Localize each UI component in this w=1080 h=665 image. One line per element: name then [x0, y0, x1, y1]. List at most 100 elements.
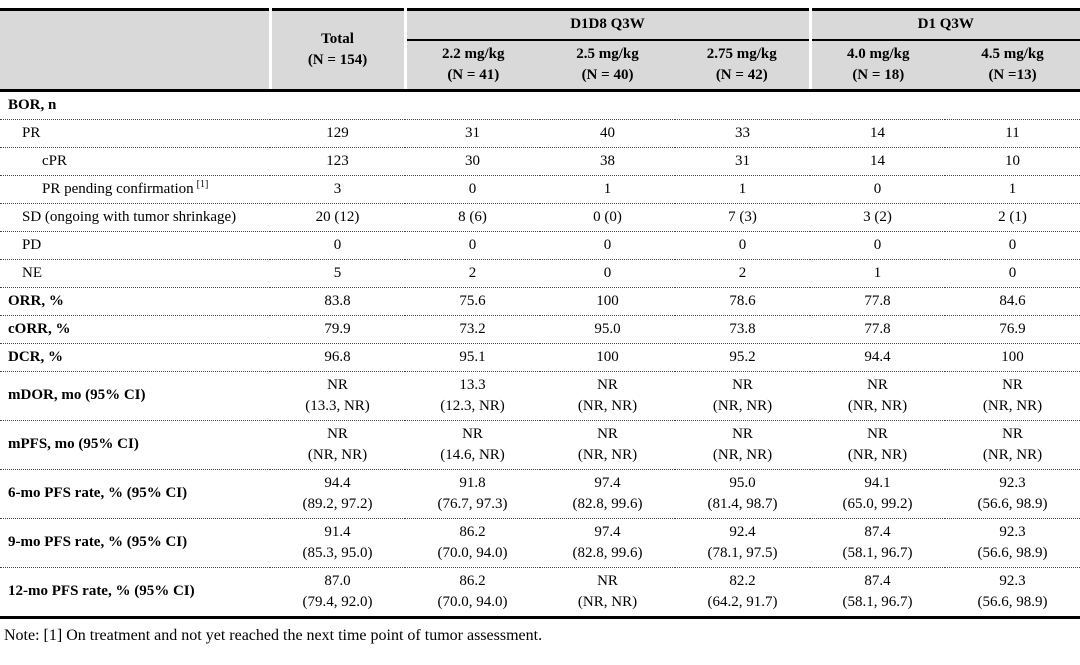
table-row: cPR 123 30 38 31 14 10: [0, 147, 1080, 176]
cell-value: 2: [675, 259, 810, 288]
cell-value: 76.9: [945, 315, 1080, 344]
cell-value: 84.6: [945, 287, 1080, 316]
dose-label: 2.75 mg/kg: [706, 45, 777, 62]
cell-value: 87.0 (79.4, 92.0): [302, 572, 373, 610]
cell-value: 8 (6): [405, 203, 540, 232]
cell-value: 87.4 (58.1, 96.7): [842, 572, 913, 610]
cell-value: 100: [540, 287, 675, 316]
cell-value: NR (NR, NR): [810, 371, 945, 421]
table-row: mDOR, mo (95% CI) NR (13.3, NR) 13.3 (12.3…: [0, 371, 1080, 421]
header-group-row: Total (N = 154) D1D8 Q3W D1 Q3W: [0, 9, 1080, 92]
dose-n: (N = 41): [447, 66, 500, 83]
row-label: DCR, %: [0, 343, 270, 372]
cell-value: 87.4 (58.1, 96.7): [810, 518, 945, 568]
cell-value: [405, 90, 540, 120]
table-row: mPFS, mo (95% CI) NR (NR, NR) NR (14.6, NR…: [0, 420, 1080, 470]
group-header-d1-q3w: D1 Q3W: [810, 9, 1080, 41]
cell-value: 95.1: [405, 343, 540, 372]
cell-value: 100: [945, 343, 1080, 372]
row-label: ORR, %: [0, 287, 270, 316]
dose-column-header-4-5: 4.5 mg/kg (N =13): [945, 39, 1080, 92]
cell-value: 95.0 (81.4, 98.7): [675, 469, 810, 519]
cell-value: 79.9: [270, 315, 405, 344]
cell-value: 94.4: [810, 343, 945, 372]
footnote-marker: [1]: [196, 178, 209, 190]
cell-value: NR (NR, NR): [540, 420, 675, 470]
row-label: 6-mo PFS rate, % (95% CI): [0, 469, 270, 519]
table-row: cORR, % 79.9 73.2 95.0 73.8 77.8 76.9: [0, 315, 1080, 344]
footnote: Note: [1] On treatment and not yet reach…: [4, 626, 543, 644]
dose-column-header-2-75: 2.75 mg/kg (N = 42): [675, 39, 812, 92]
cell-value: 0: [540, 259, 675, 288]
cell-value: 73.8: [675, 315, 810, 344]
cell-value: 38: [540, 147, 675, 176]
table-body: BOR, n PR 129 31 40 33 14 11 cPR 123 30 38 31 14 10 PR …: [0, 90, 1080, 617]
cell-value: NR (14.6, NR): [405, 420, 540, 470]
cell-value: 0: [405, 231, 540, 260]
cell-value: 96.8: [270, 343, 405, 372]
cell-value: 1: [675, 175, 810, 204]
cell-value: 92.3 (56.6, 98.9): [945, 469, 1080, 519]
cell-value: 33: [675, 119, 810, 148]
total-column-header: Total (N = 154): [270, 9, 407, 92]
row-label: 12-mo PFS rate, % (95% CI): [8, 583, 195, 599]
cell-value: 78.6: [675, 287, 810, 316]
header-dose-row: 2.2 mg/kg (N = 41) 2.5 mg/kg (N = 40) 2.…: [0, 39, 1080, 92]
cell-value: 11: [945, 119, 1080, 148]
cell-value: 31: [675, 147, 810, 176]
table-row: 9-mo PFS rate, % (95% CI) 91.4 (85.3, 95.…: [0, 518, 1080, 568]
cell-value: 0: [810, 175, 945, 204]
cell-value: 94.4 (89.2, 97.2): [270, 469, 405, 519]
table-row: 12-mo PFS rate, % (95% CI) 87.0 (79.4, 92…: [0, 567, 1080, 617]
cell-value: 1: [945, 175, 1080, 204]
cell-value: 40: [540, 119, 675, 148]
cell-value: 2: [405, 259, 540, 288]
cell-value: 10: [945, 147, 1080, 176]
cell-value: NR (NR, NR): [810, 420, 945, 470]
row-label: PD: [0, 231, 270, 260]
row-label: cPR: [0, 147, 270, 176]
cell-value: 75.6: [405, 287, 540, 316]
cell-value: 1: [810, 259, 945, 288]
cell-value: 91.8 (76.7, 97.3): [405, 469, 540, 519]
cell-value: 97.4 (82.8, 99.6): [540, 469, 675, 519]
cell-value: 92.4 (78.1, 97.5): [675, 518, 810, 568]
table-row: PR 129 31 40 33 14 11: [0, 119, 1080, 148]
table-row: NE 5 2 0 2 1 0: [0, 259, 1080, 288]
dose-n: (N = 42): [715, 66, 768, 83]
total-label: Total: [321, 30, 354, 47]
cell-value: 92.3 (56.6, 98.9): [977, 572, 1048, 610]
total-n: (N = 154): [307, 51, 368, 68]
cell-value: 86.2 (70.0, 94.0): [405, 518, 540, 568]
cell-value: 123: [270, 147, 405, 176]
row-label: 9-mo PFS rate, % (95% CI): [0, 518, 270, 568]
row-label: PR: [0, 119, 270, 148]
table-row: DCR, % 96.8 95.1 100 95.2 94.4 100: [0, 343, 1080, 372]
cell-value: NR (NR, NR): [270, 420, 405, 470]
group-header-d1d8-q3w: D1D8 Q3W: [405, 9, 812, 41]
table-row: 6-mo PFS rate, % (95% CI) 94.4 (89.2, 97.…: [0, 469, 1080, 519]
cell-value: 82.2 (64.2, 91.7): [707, 572, 778, 610]
cell-value: 13.3 (12.3, NR): [405, 371, 540, 421]
cell-value: 1: [540, 175, 675, 204]
row-label: SD (ongoing with tumor shrinkage): [0, 203, 270, 232]
cell-value: [540, 90, 675, 120]
table-row: BOR, n: [0, 90, 1080, 120]
cell-value: NR (NR, NR): [945, 420, 1080, 470]
row-label: mDOR, mo (95% CI): [0, 371, 270, 421]
cell-value: 0: [540, 231, 675, 260]
cell-value: [810, 90, 945, 120]
cell-value: 31: [405, 119, 540, 148]
row-label: mPFS, mo (95% CI): [0, 420, 270, 470]
cell-value: 0: [945, 259, 1080, 288]
cell-value: [270, 90, 405, 120]
dose-label: 4.0 mg/kg: [846, 45, 910, 62]
cell-value: 14: [810, 119, 945, 148]
cell-value: NR (13.3, NR): [270, 371, 405, 421]
cell-value: 83.8: [270, 287, 405, 316]
dose-column-header-4-0: 4.0 mg/kg (N = 18): [810, 39, 945, 92]
dose-column-header-2-5: 2.5 mg/kg (N = 40): [540, 39, 675, 92]
cell-value: 30: [405, 147, 540, 176]
cell-value: 5: [270, 259, 405, 288]
cell-value: 77.8: [810, 287, 945, 316]
